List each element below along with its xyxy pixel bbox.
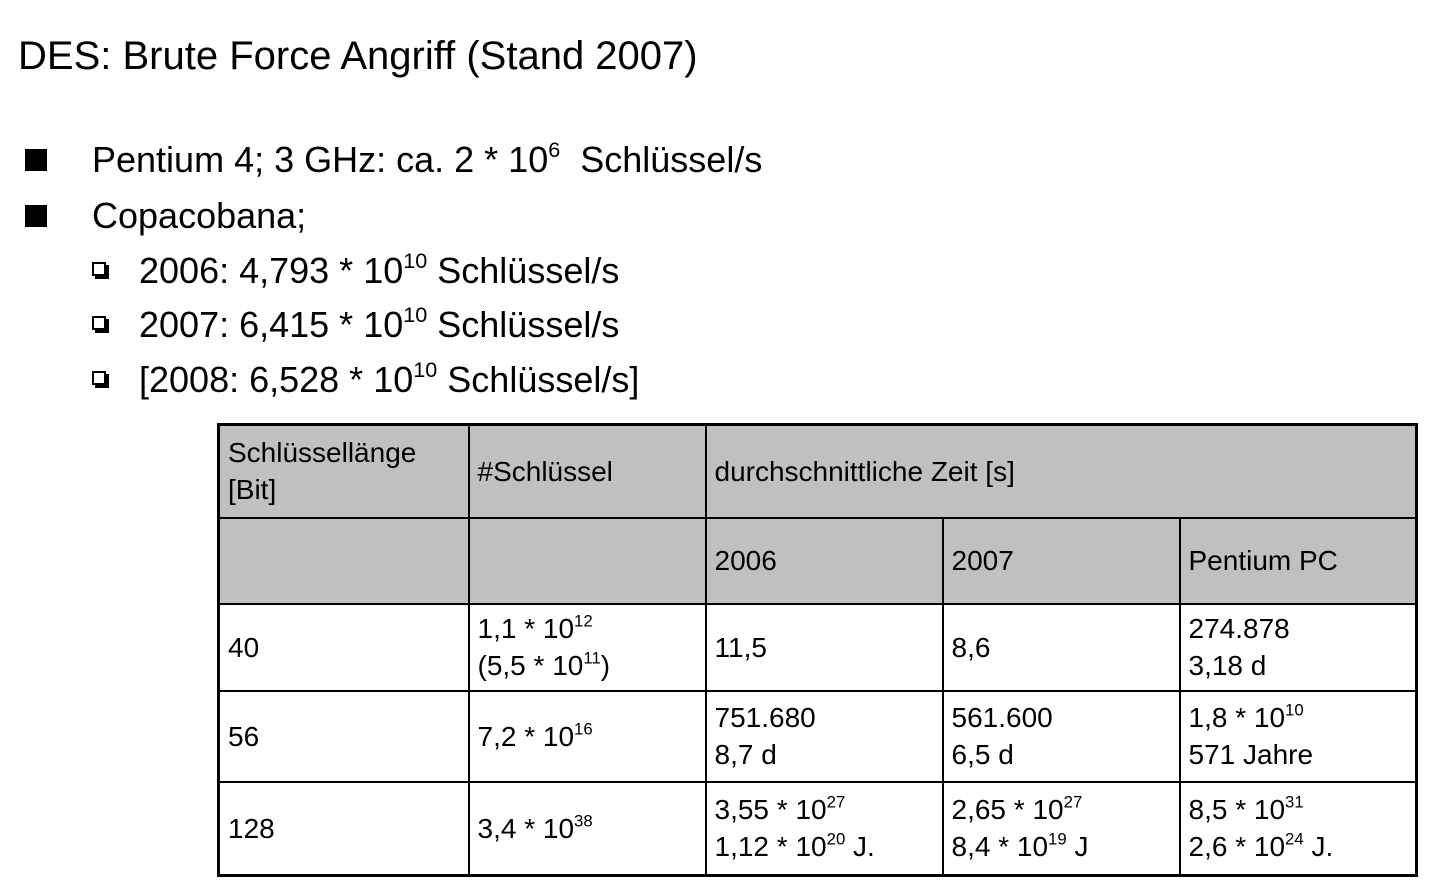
table-header-row: Schlüssellänge [Bit] #Schlüssel durchsch… bbox=[217, 423, 1418, 519]
cell-line: 3,18 d bbox=[1188, 650, 1267, 681]
bullet-square-icon bbox=[25, 205, 47, 227]
table-row: 56 7,2 * 1016 751.680 8,7 d 561.600 6,5 d 1,8 … bbox=[217, 689, 1418, 783]
subheader-empty bbox=[217, 516, 470, 605]
cell-pentium: 8,5 * 1031 2,6 * 1024 J. bbox=[1178, 780, 1418, 877]
subheader-2006: 2006 bbox=[704, 516, 944, 605]
cell-numkeys: 7,2 * 1016 bbox=[467, 689, 707, 783]
subbullet-text: 2007: 6,415 * 1010 Schlüssel/s bbox=[139, 301, 620, 345]
subbullet-box-icon bbox=[92, 316, 109, 333]
bullet-text: Pentium 4; 3 GHz: ca. 2 * 106 Schlüssel/… bbox=[92, 136, 763, 180]
cell-line: 7,2 * 1016 bbox=[477, 718, 593, 752]
cell-y2007: 561.600 6,5 d bbox=[941, 689, 1181, 783]
table-row: 128 3,4 * 1038 3,55 * 1027 1,12 * 1020 J. 2,… bbox=[217, 780, 1418, 877]
subbullet-box-icon bbox=[92, 371, 109, 388]
cell-line: 3,55 * 1027 bbox=[714, 792, 846, 826]
cell-y2006: 3,55 * 1027 1,12 * 1020 J. bbox=[704, 780, 944, 877]
subheader-empty bbox=[467, 516, 707, 605]
brute-force-table: Schlüssellänge [Bit] #Schlüssel durchsch… bbox=[217, 423, 1418, 877]
cell-line: 8,6 bbox=[951, 631, 991, 663]
cell-line: 1,1 * 1012 bbox=[477, 611, 593, 644]
cell-line: (5,5 * 1011) bbox=[477, 648, 611, 681]
cell-line: 2,65 * 1027 bbox=[951, 792, 1083, 826]
cell-line: 561.600 bbox=[951, 702, 1053, 733]
cell-keylength: 56 bbox=[217, 689, 470, 783]
cell-y2006: 11,5 bbox=[704, 602, 944, 692]
header-average-time: durchschnittliche Zeit [s] bbox=[704, 423, 1418, 519]
slide-title: DES: Brute Force Angriff (Stand 2007) bbox=[18, 34, 698, 78]
cell-line: 1,8 * 1010 bbox=[1188, 700, 1304, 733]
header-keylength: Schlüssellänge [Bit] bbox=[217, 423, 470, 519]
cell-y2007: 2,65 * 1027 8,4 * 1019 J bbox=[941, 780, 1181, 877]
subbullet-text: [2008: 6,528 * 1010 Schlüssel/s] bbox=[139, 356, 640, 400]
cell-numkeys: 3,4 * 1038 bbox=[467, 780, 707, 877]
cell-line: 6,5 d bbox=[951, 739, 1014, 770]
table-row: 40 1,1 * 1012 (5,5 * 1011) 11,5 8,6 274.878 3,… bbox=[217, 602, 1418, 692]
table-subheader-row: 2006 2007 Pentium PC bbox=[217, 516, 1418, 605]
cell-line: 274.878 bbox=[1188, 613, 1290, 644]
cell-pentium: 1,8 * 1010 571 Jahre bbox=[1178, 689, 1418, 783]
cell-keylength: 128 bbox=[217, 780, 470, 877]
subbullet-text: 2006: 4,793 * 1010 Schlüssel/s bbox=[139, 247, 620, 291]
table-body: 40 1,1 * 1012 (5,5 * 1011) 11,5 8,6 274.878 3,… bbox=[217, 602, 1418, 877]
cell-keylength: 40 bbox=[217, 602, 470, 692]
cell-y2006: 751.680 8,7 d bbox=[704, 689, 944, 783]
subheader-2007: 2007 bbox=[941, 516, 1181, 605]
cell-line: 571 Jahre bbox=[1188, 739, 1314, 770]
cell-line: 3,4 * 1038 bbox=[477, 811, 593, 844]
cell-line: 751.680 bbox=[714, 702, 816, 733]
subbullet-box-icon bbox=[92, 262, 109, 279]
bullet-square-icon bbox=[25, 149, 47, 171]
cell-line: 1,12 * 1020 J. bbox=[714, 829, 875, 863]
cell-line: 11,5 bbox=[714, 631, 767, 663]
cell-line: 8,4 * 1019 J bbox=[951, 829, 1089, 863]
subheader-pentium: Pentium PC bbox=[1178, 516, 1418, 605]
header-numkeys: #Schlüssel bbox=[467, 423, 707, 519]
cell-line: 8,5 * 1031 bbox=[1188, 792, 1304, 826]
cell-line: 2,6 * 1024 J. bbox=[1188, 829, 1334, 863]
cell-y2007: 8,6 bbox=[941, 602, 1181, 692]
cell-pentium: 274.878 3,18 d bbox=[1178, 602, 1418, 692]
cell-numkeys: 1,1 * 1012 (5,5 * 1011) bbox=[467, 602, 707, 692]
bullet-text: Copacobana; bbox=[92, 195, 307, 236]
cell-line: 8,7 d bbox=[714, 739, 777, 770]
